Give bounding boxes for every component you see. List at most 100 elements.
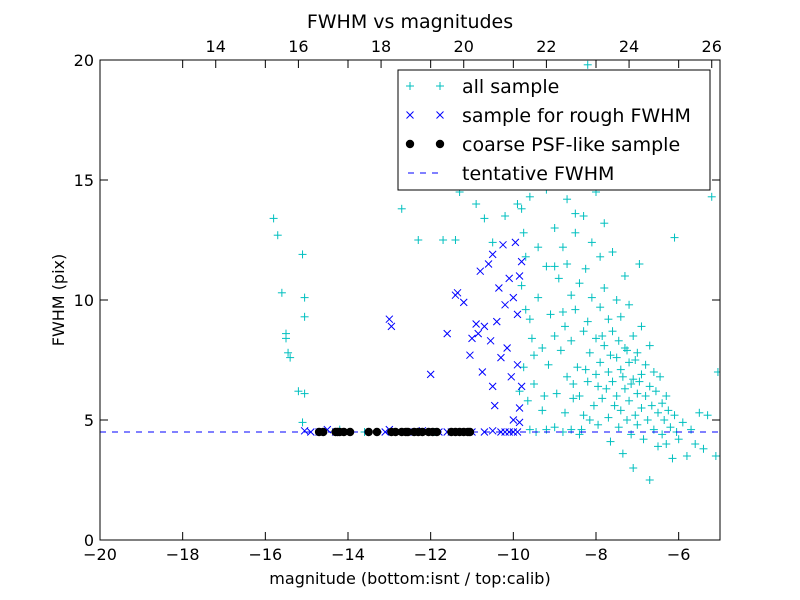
legend-label: all sample: [462, 76, 559, 98]
data-point-all-sample: [645, 476, 654, 484]
data-point-all-sample: [596, 358, 605, 367]
y-tick-label: 0: [84, 531, 94, 550]
top-x-tick-label: 16: [288, 37, 308, 56]
data-point-all-sample: [581, 264, 590, 273]
data-point-all-sample: [612, 353, 621, 362]
data-point-rough-fwhm: [387, 322, 396, 331]
data-point-all-sample: [525, 315, 534, 324]
data-point-all-sample: [670, 233, 679, 242]
data-point-psf-like: [403, 427, 413, 437]
x-tick-label: −8: [584, 545, 608, 564]
data-point-all-sample: [294, 387, 303, 396]
data-point-rough-fwhm: [300, 426, 309, 435]
data-point-all-sample: [513, 200, 522, 208]
data-point-all-sample: [583, 60, 592, 69]
data-point-all-sample: [618, 449, 627, 458]
data-point-all-sample: [587, 293, 596, 302]
legend-marker-point: [435, 139, 445, 149]
data-point-all-sample: [579, 212, 588, 220]
data-point-all-sample: [641, 360, 650, 369]
data-point-all-sample: [583, 317, 592, 326]
data-point-all-sample: [525, 425, 534, 434]
top-x-tick-label: 18: [371, 37, 391, 56]
data-point-all-sample: [654, 408, 662, 417]
data-point-all-sample: [645, 382, 654, 391]
data-point-all-sample: [633, 389, 642, 398]
data-point-all-sample: [596, 303, 605, 312]
data-point-rough-fwhm: [484, 260, 493, 268]
data-point-all-sample: [695, 408, 704, 417]
data-point-rough-fwhm: [468, 334, 476, 343]
data-point-all-sample: [575, 430, 584, 439]
data-point-rough-fwhm: [488, 250, 497, 259]
data-point-all-sample: [592, 334, 600, 343]
data-point-all-sample: [550, 262, 559, 271]
data-point-all-sample: [654, 442, 662, 451]
data-point-all-sample: [563, 372, 572, 381]
data-point-all-sample: [530, 351, 538, 360]
data-point-rough-fwhm: [459, 298, 468, 307]
data-point-all-sample: [501, 212, 510, 220]
data-point-all-sample: [397, 204, 406, 213]
data-point-rough-fwhm: [503, 344, 511, 352]
data-point-all-sample: [620, 384, 629, 393]
data-point-rough-fwhm: [513, 428, 522, 436]
data-point-psf-like: [345, 427, 355, 437]
data-point-all-sample: [546, 310, 555, 319]
data-point-all-sample: [567, 336, 576, 345]
plot-area: [100, 60, 720, 484]
top-x-tick-label: 14: [206, 37, 226, 56]
legend-marker-point: [436, 111, 444, 119]
data-point-all-sample: [269, 214, 278, 223]
data-point-all-sample: [699, 444, 708, 453]
data-point-all-sample: [614, 423, 623, 432]
data-point-rough-fwhm: [515, 272, 524, 280]
data-point-all-sample: [517, 281, 526, 290]
data-point-all-sample: [614, 336, 623, 345]
data-point-all-sample: [623, 416, 631, 424]
data-point-all-sample: [583, 377, 592, 386]
data-point-all-sample: [625, 300, 634, 309]
data-point-all-sample: [277, 288, 286, 297]
legend-entry-psf-like: coarse PSF-like sample: [405, 134, 680, 156]
data-point-all-sample: [581, 365, 590, 374]
data-point-all-sample: [608, 327, 617, 336]
data-point-all-sample: [598, 394, 607, 403]
data-point-all-sample: [594, 382, 603, 391]
data-point-all-sample: [629, 375, 638, 384]
data-point-all-sample: [713, 368, 720, 376]
top-x-tick-label: 20: [454, 37, 474, 56]
data-point-all-sample: [635, 377, 644, 386]
data-point-all-sample: [608, 377, 617, 386]
data-point-all-sample: [571, 305, 580, 314]
legend-marker-point: [405, 139, 415, 149]
data-point-rough-fwhm: [513, 360, 522, 369]
data-point-all-sample: [544, 360, 553, 369]
x-tick-label: −10: [496, 545, 530, 564]
legend-marker-point: [406, 111, 414, 119]
data-point-all-sample: [639, 435, 648, 444]
y-axis-label: FWHM (pix): [49, 254, 68, 347]
data-point-all-sample: [534, 243, 543, 252]
data-point-all-sample: [523, 396, 532, 405]
data-point-rough-fwhm: [466, 351, 474, 360]
data-point-all-sample: [563, 260, 572, 268]
data-point-rough-fwhm: [513, 310, 522, 319]
data-point-all-sample: [629, 464, 638, 472]
chart-title: FWHM vs magnitudes: [307, 11, 513, 33]
data-point-all-sample: [569, 394, 578, 403]
data-point-all-sample: [711, 452, 720, 460]
data-point-rough-fwhm: [486, 336, 495, 345]
data-point-all-sample: [594, 420, 603, 429]
data-point-all-sample: [585, 416, 594, 424]
data-point-all-sample: [627, 380, 636, 388]
data-point-all-sample: [625, 358, 634, 367]
data-point-psf-like: [391, 427, 400, 437]
tick-layer: −20 −18 −16 −14 −12 −10 −8 −6 0 5 10 15 20 14 16 18 20 22…: [74, 37, 722, 564]
data-point-all-sample: [703, 411, 712, 420]
data-point-psf-like: [339, 427, 349, 437]
data-point-all-sample: [439, 236, 448, 244]
data-point-all-sample: [550, 224, 559, 232]
x-tick-label: −14: [331, 545, 365, 564]
data-point-all-sample: [538, 406, 547, 415]
